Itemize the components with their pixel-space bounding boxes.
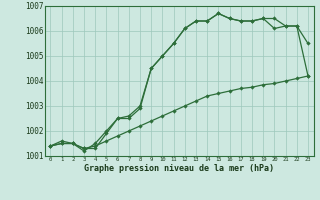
X-axis label: Graphe pression niveau de la mer (hPa): Graphe pression niveau de la mer (hPa) (84, 164, 274, 173)
